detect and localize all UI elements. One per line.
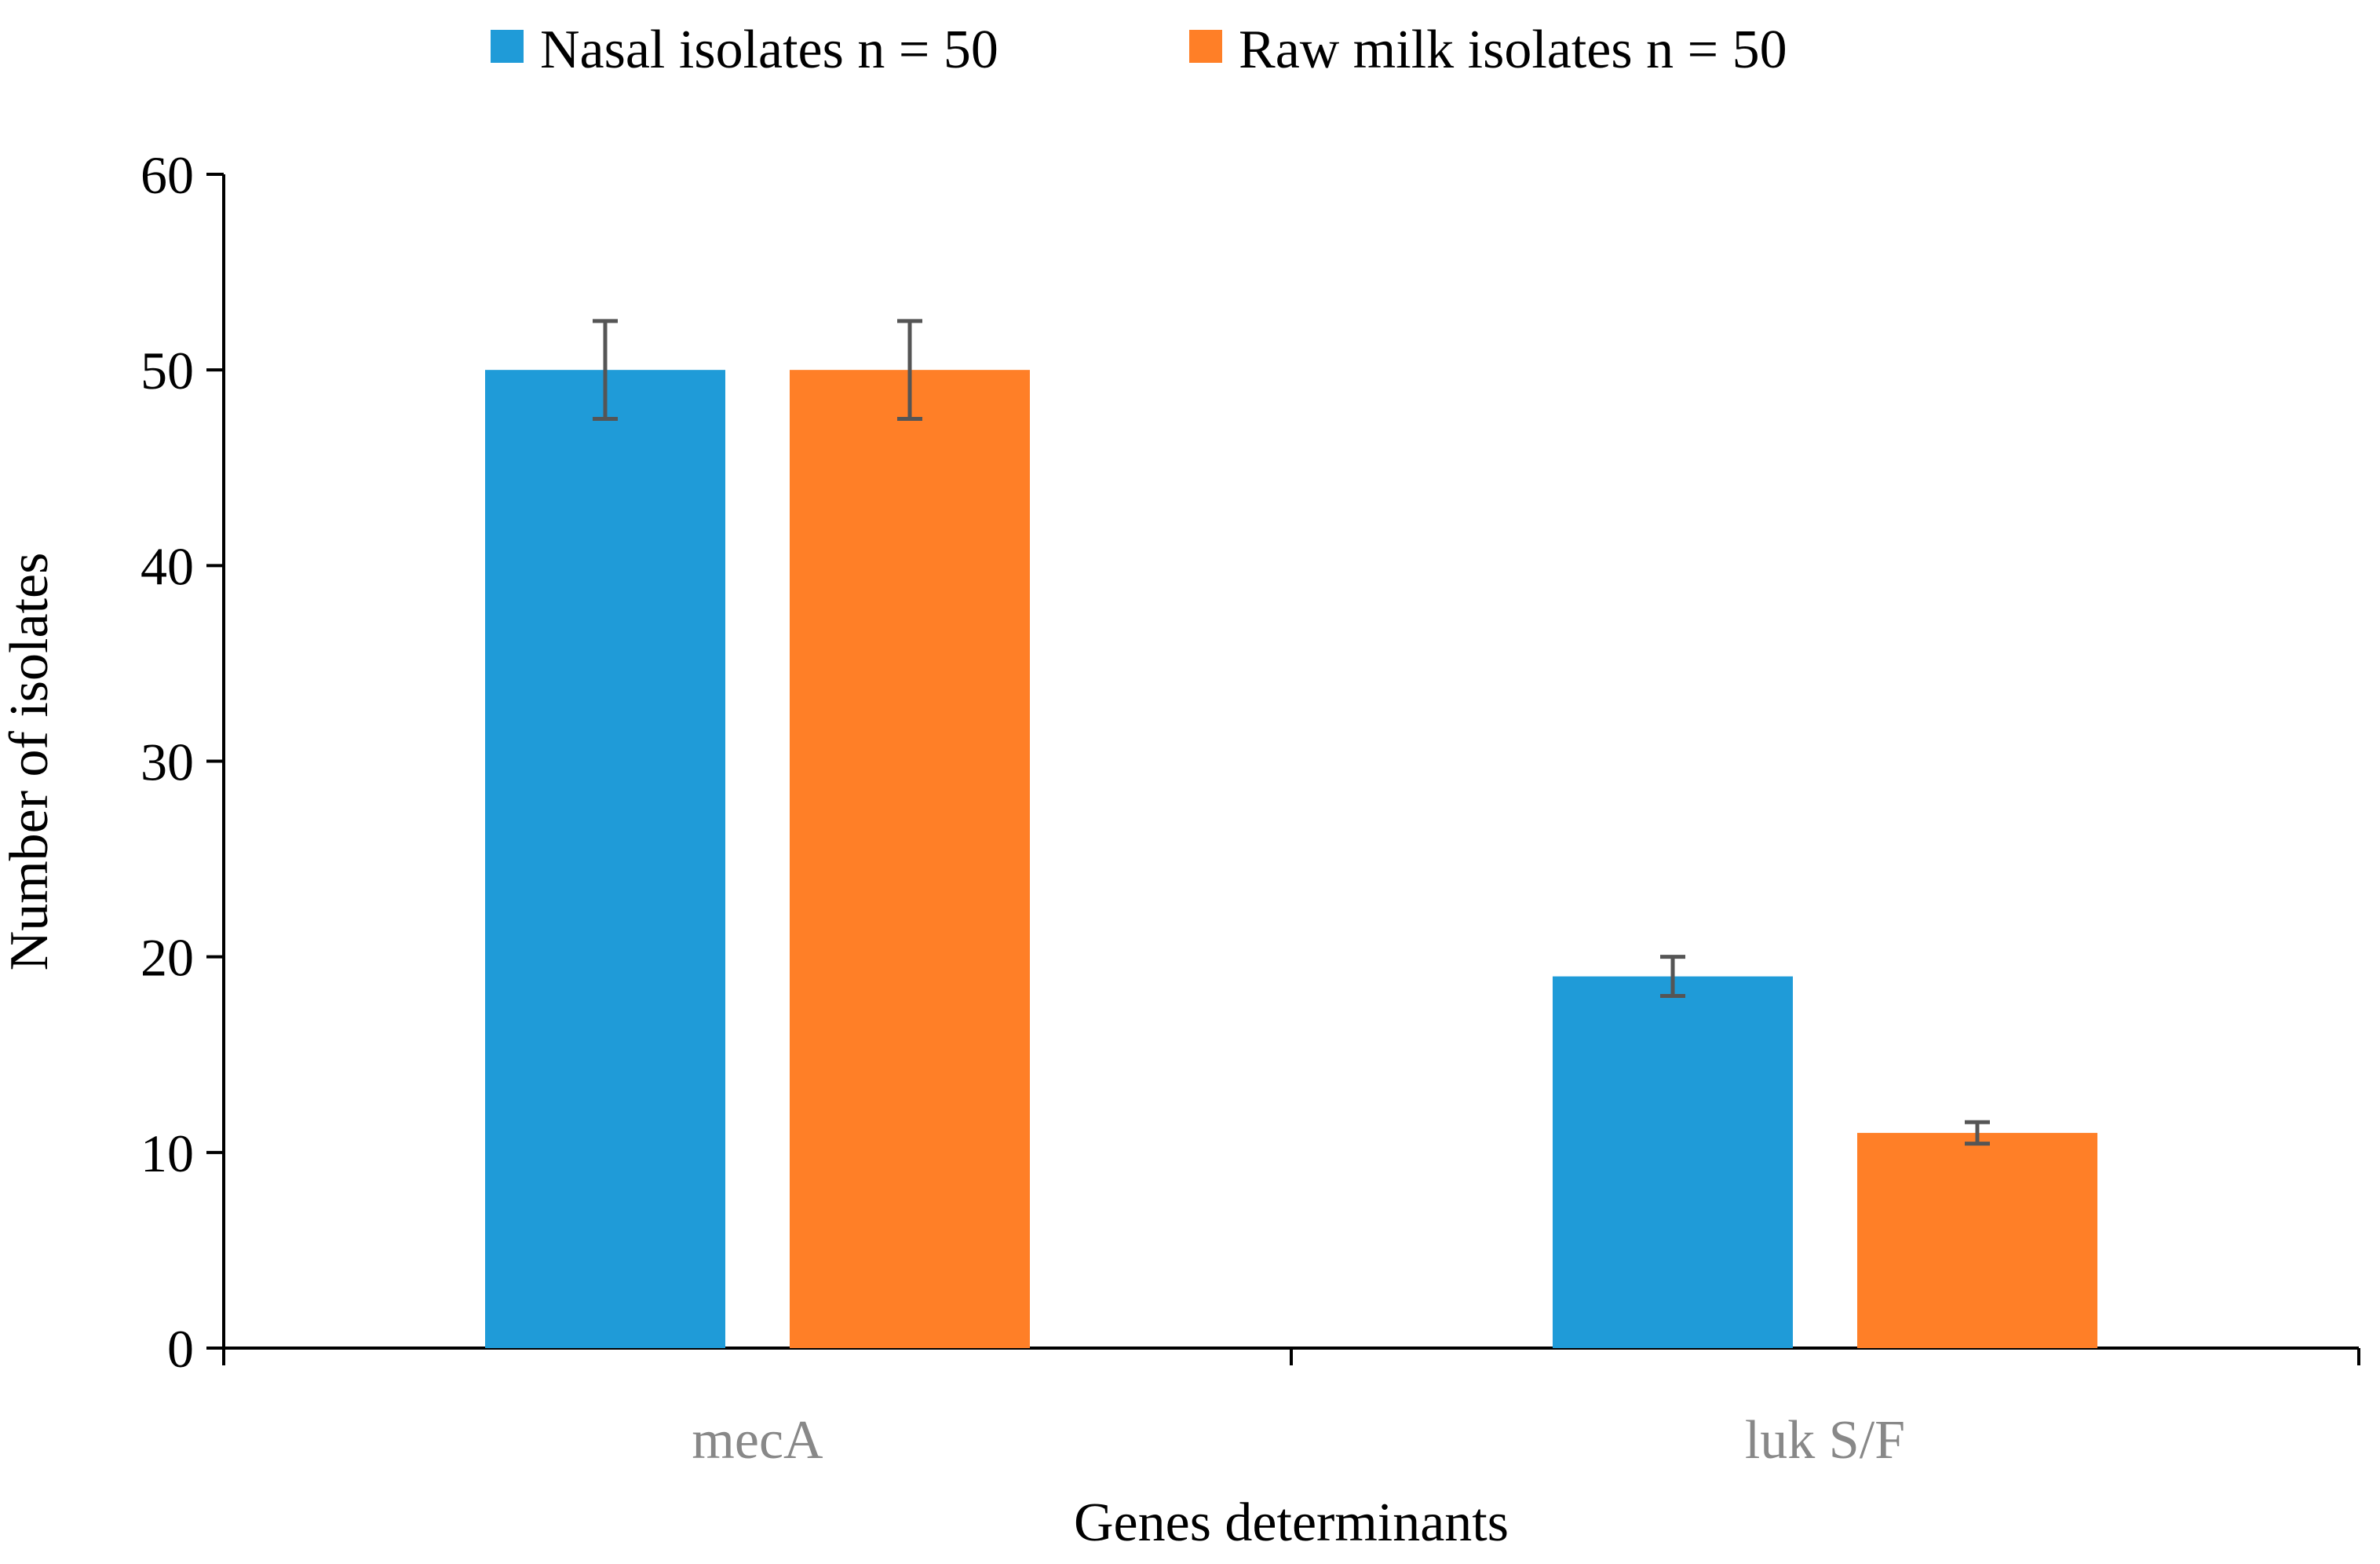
legend-label: Raw milk isolates n = 50 <box>1239 20 1787 80</box>
bar-meca-series-0 <box>485 370 725 1349</box>
legend-swatch <box>1189 30 1222 63</box>
error-bar <box>593 319 618 421</box>
y-tick-label: 10 <box>141 1124 194 1183</box>
y-tick-label: 20 <box>141 928 194 988</box>
y-tick-label: 50 <box>141 341 194 400</box>
error-bar <box>1660 955 1685 998</box>
legend-item: Raw milk isolates n = 50 <box>1189 20 1787 80</box>
bar-meca-series-1 <box>790 370 1030 1349</box>
bars <box>485 319 2097 1349</box>
y-tick-label: 40 <box>141 536 194 596</box>
legend: Nasal isolates n = 50 Raw milk isolates n… <box>491 20 1787 80</box>
y-ticks: 0 10 20 30 40 50 60 <box>141 145 224 1379</box>
y-tick-label: 0 <box>167 1319 194 1379</box>
y-tick-label: 60 <box>141 145 194 205</box>
bar-luk-s-f-series-0 <box>1553 976 1793 1348</box>
x-category-label: luk S/F <box>1745 1410 1905 1471</box>
legend-label: Nasal isolates n = 50 <box>540 20 998 80</box>
bar-luk-s-f-series-1 <box>1857 1132 2097 1348</box>
y-tick-label: 30 <box>141 733 194 792</box>
x-category-label: mecA <box>692 1410 823 1471</box>
legend-swatch <box>491 30 524 63</box>
error-bar <box>1965 1120 1990 1146</box>
legend-item: Nasal isolates n = 50 <box>491 20 998 80</box>
y-axis-label: Number of isolates <box>0 553 60 971</box>
x-axis-label: Genes determinants <box>1074 1493 1509 1553</box>
error-bar <box>897 319 922 421</box>
x-ticks: mecA luk S/F <box>692 1410 1905 1471</box>
